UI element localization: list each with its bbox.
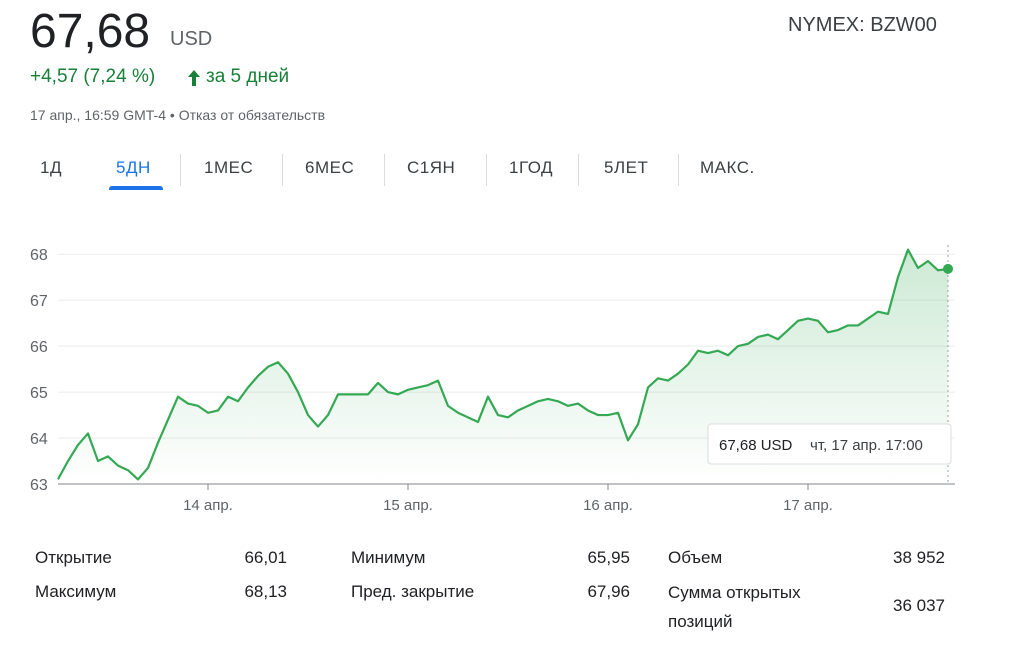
tooltip-box [707, 423, 952, 465]
tab-separator [384, 154, 385, 186]
tooltip-time: чт, 17 апр. 17:00 [810, 437, 923, 454]
tab-separator [486, 154, 487, 186]
period: за 5 дней [206, 66, 290, 87]
chart: 63 64 65 66 67 68 14 апр. 15 апр. 16 апр. 17 апр.… [30, 245, 955, 514]
tab[interactable]: 6МЕС [305, 158, 355, 177]
y-tick-label: 68 [30, 247, 48, 264]
stat-value: 66,01 [244, 548, 287, 567]
tab-separator [282, 154, 283, 186]
tab[interactable]: МАКС. [700, 158, 755, 177]
tab-separator [578, 154, 579, 186]
y-tick-label: 64 [30, 431, 48, 448]
tab[interactable]: 1ГОД [509, 158, 554, 177]
price-line [57, 248, 949, 481]
y-tick-label: 65 [30, 385, 48, 402]
y-tick-label: 63 [30, 477, 48, 494]
stat-label: Сумма открытых позиций [668, 583, 801, 631]
tab[interactable]: 1Д [40, 158, 62, 177]
x-tick-label: 16 апр. [583, 497, 633, 514]
stat-label: Максимум [35, 582, 117, 601]
tooltip-price: 67,68 USD [719, 437, 793, 454]
stat-label: Пред. закрытие [351, 582, 475, 601]
stat-value: 36 037 [893, 596, 945, 615]
ticker: NYMEX: BZW00 [788, 14, 937, 36]
stat-value: 67,96 [587, 582, 630, 601]
y-tick-label: 66 [30, 339, 48, 356]
stat-value: 38 952 [893, 548, 945, 567]
stat-value: 65,95 [587, 548, 630, 567]
timestamp: 17 апр., 16:59 GMT-4 • Отказ от обязател… [30, 107, 326, 123]
tab[interactable]: 5ЛЕТ [604, 158, 649, 177]
stat-label: Минимум [351, 548, 426, 567]
tab-separator [180, 154, 181, 186]
stat-label: Объем [668, 548, 723, 567]
price: 67,68 [30, 5, 151, 58]
tab[interactable]: 1МЕС [204, 158, 254, 177]
tab[interactable]: 5ДН [116, 158, 151, 177]
x-tick-label: 17 апр. [783, 497, 833, 514]
currency: USD [170, 28, 213, 50]
last-point [943, 263, 953, 274]
x-tick-label: 15 апр. [383, 497, 433, 514]
change: +4,57 (7,24 %) [30, 66, 156, 87]
tab[interactable]: С1ЯН [407, 158, 456, 177]
y-tick-label: 67 [30, 293, 48, 310]
disclaimer[interactable]: Отказ от обязательств [178, 107, 326, 123]
time: 17 апр., 16:59 GMT-4 [30, 107, 166, 123]
x-tick-label: 14 апр. [183, 497, 233, 514]
tab-separator [678, 154, 679, 186]
up-arrow [188, 70, 200, 86]
tab-underline [109, 186, 163, 190]
stat-label: Открытие [35, 548, 112, 567]
stat-value: 68,13 [244, 582, 287, 601]
